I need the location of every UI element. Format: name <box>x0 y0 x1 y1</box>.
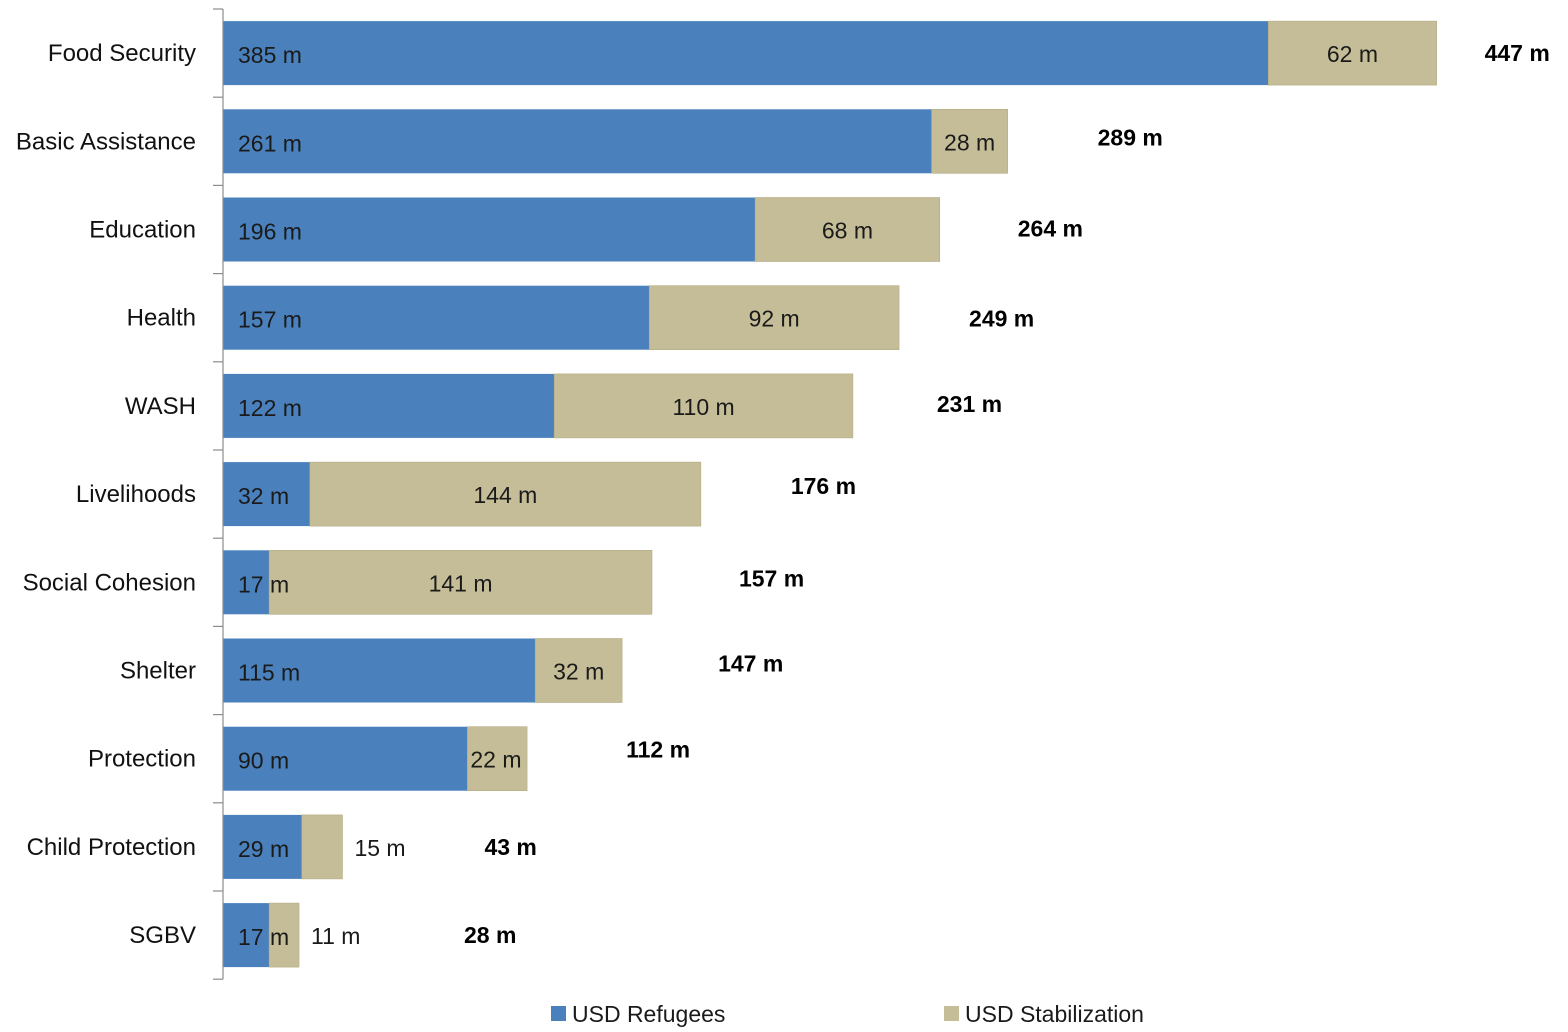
category-label-10: SGBV <box>129 922 196 949</box>
value-label-stabilization-0: 62 m <box>1327 41 1378 67</box>
bar-refugees-2 <box>223 197 756 262</box>
legend: USD Refugees USD Stabilization <box>551 1001 1144 1027</box>
value-label-refugees-4: 122 m <box>238 395 302 421</box>
category-label-3: Health <box>127 305 196 332</box>
value-label-stabilization-1: 28 m <box>944 129 995 155</box>
value-label-refugees-3: 157 m <box>238 307 302 333</box>
value-label-refugees-6: 17 m <box>238 571 289 597</box>
category-label-6: Social Cohesion <box>23 569 196 596</box>
value-label-stabilization-7: 32 m <box>553 659 604 685</box>
value-label-stabilization-8: 22 m <box>470 747 521 773</box>
bar-stabilization-8 <box>467 726 528 792</box>
bar-refugees-6 <box>223 550 270 615</box>
value-label-stabilization-5: 144 m <box>473 482 537 508</box>
value-label-stabilization-9: 15 m <box>354 835 405 861</box>
bar-refugees-10 <box>223 903 270 968</box>
total-label-7: 147 m <box>718 651 783 677</box>
category-label-2: Education <box>89 217 196 244</box>
value-label-refugees-10: 17 m <box>238 924 289 950</box>
category-label-1: Basic Assistance <box>16 128 196 155</box>
total-label-2: 264 m <box>1018 216 1083 242</box>
bar-stabilization-2 <box>754 197 941 262</box>
total-label-1: 289 m <box>1098 124 1163 150</box>
total-label-9: 43 m <box>484 834 536 860</box>
bar-refugees-0 <box>223 21 1269 86</box>
category-label-0: Food Security <box>48 40 196 67</box>
labels-layer: 385 m 62 m 447 m 261 m 28 m 289 m 196 m 68 m 264… <box>238 40 1550 950</box>
total-label-3: 249 m <box>969 306 1034 332</box>
bar-stabilization-6 <box>268 549 653 615</box>
total-label-4: 231 m <box>937 391 1002 417</box>
value-label-stabilization-2: 68 m <box>822 218 873 244</box>
value-label-stabilization-3: 92 m <box>749 306 800 332</box>
value-label-stabilization-10: 11 m <box>311 923 360 949</box>
value-label-stabilization-6: 141 m <box>429 570 493 596</box>
bar-stabilization-4 <box>553 373 854 439</box>
bar-refugees-9 <box>223 814 302 879</box>
total-label-6: 157 m <box>739 565 804 591</box>
bar-refugees-4 <box>223 373 555 438</box>
bar-stabilization-1 <box>931 109 1008 174</box>
bar-refugees-3 <box>223 285 650 350</box>
total-label-5: 176 m <box>791 473 856 499</box>
value-label-refugees-8: 90 m <box>238 748 289 774</box>
category-label-8: Protection <box>88 746 196 773</box>
bar-stabilization-7 <box>534 638 623 703</box>
bar-refugees-1 <box>223 109 932 174</box>
bar-stabilization-10 <box>268 902 300 968</box>
bar-stabilization-3 <box>648 285 900 351</box>
bars-layer <box>223 20 1437 968</box>
category-axis: Food Security Basic Assistance Education He… <box>16 8 224 980</box>
total-label-10: 28 m <box>464 922 516 948</box>
value-label-stabilization-4: 110 m <box>672 394 734 420</box>
bar-refugees-7 <box>223 638 536 703</box>
legend-swatch-1 <box>944 1006 959 1021</box>
category-label-4: WASH <box>125 393 196 420</box>
category-label-5: Livelihoods <box>76 481 196 508</box>
total-label-0: 447 m <box>1485 40 1550 66</box>
bar-refugees-5 <box>223 462 310 527</box>
bar-stabilization-0 <box>1267 20 1437 86</box>
total-label-8: 112 m <box>626 737 690 763</box>
bar-stabilization-5 <box>309 461 702 527</box>
value-label-refugees-2: 196 m <box>238 219 302 245</box>
bar-stabilization-9 <box>301 814 343 880</box>
value-label-refugees-0: 385 m <box>238 42 302 68</box>
value-label-refugees-5: 32 m <box>238 483 289 509</box>
value-label-refugees-9: 29 m <box>238 836 289 862</box>
value-label-refugees-1: 261 m <box>238 130 302 156</box>
category-label-7: Shelter <box>120 658 196 685</box>
legend-swatch-0 <box>551 1006 566 1021</box>
legend-label-0: USD Refugees <box>572 1001 725 1027</box>
bar-refugees-8 <box>223 726 468 791</box>
legend-label-1: USD Stabilization <box>965 1001 1144 1027</box>
category-label-9: Child Protection <box>27 834 196 861</box>
value-label-refugees-7: 115 m <box>238 660 300 686</box>
